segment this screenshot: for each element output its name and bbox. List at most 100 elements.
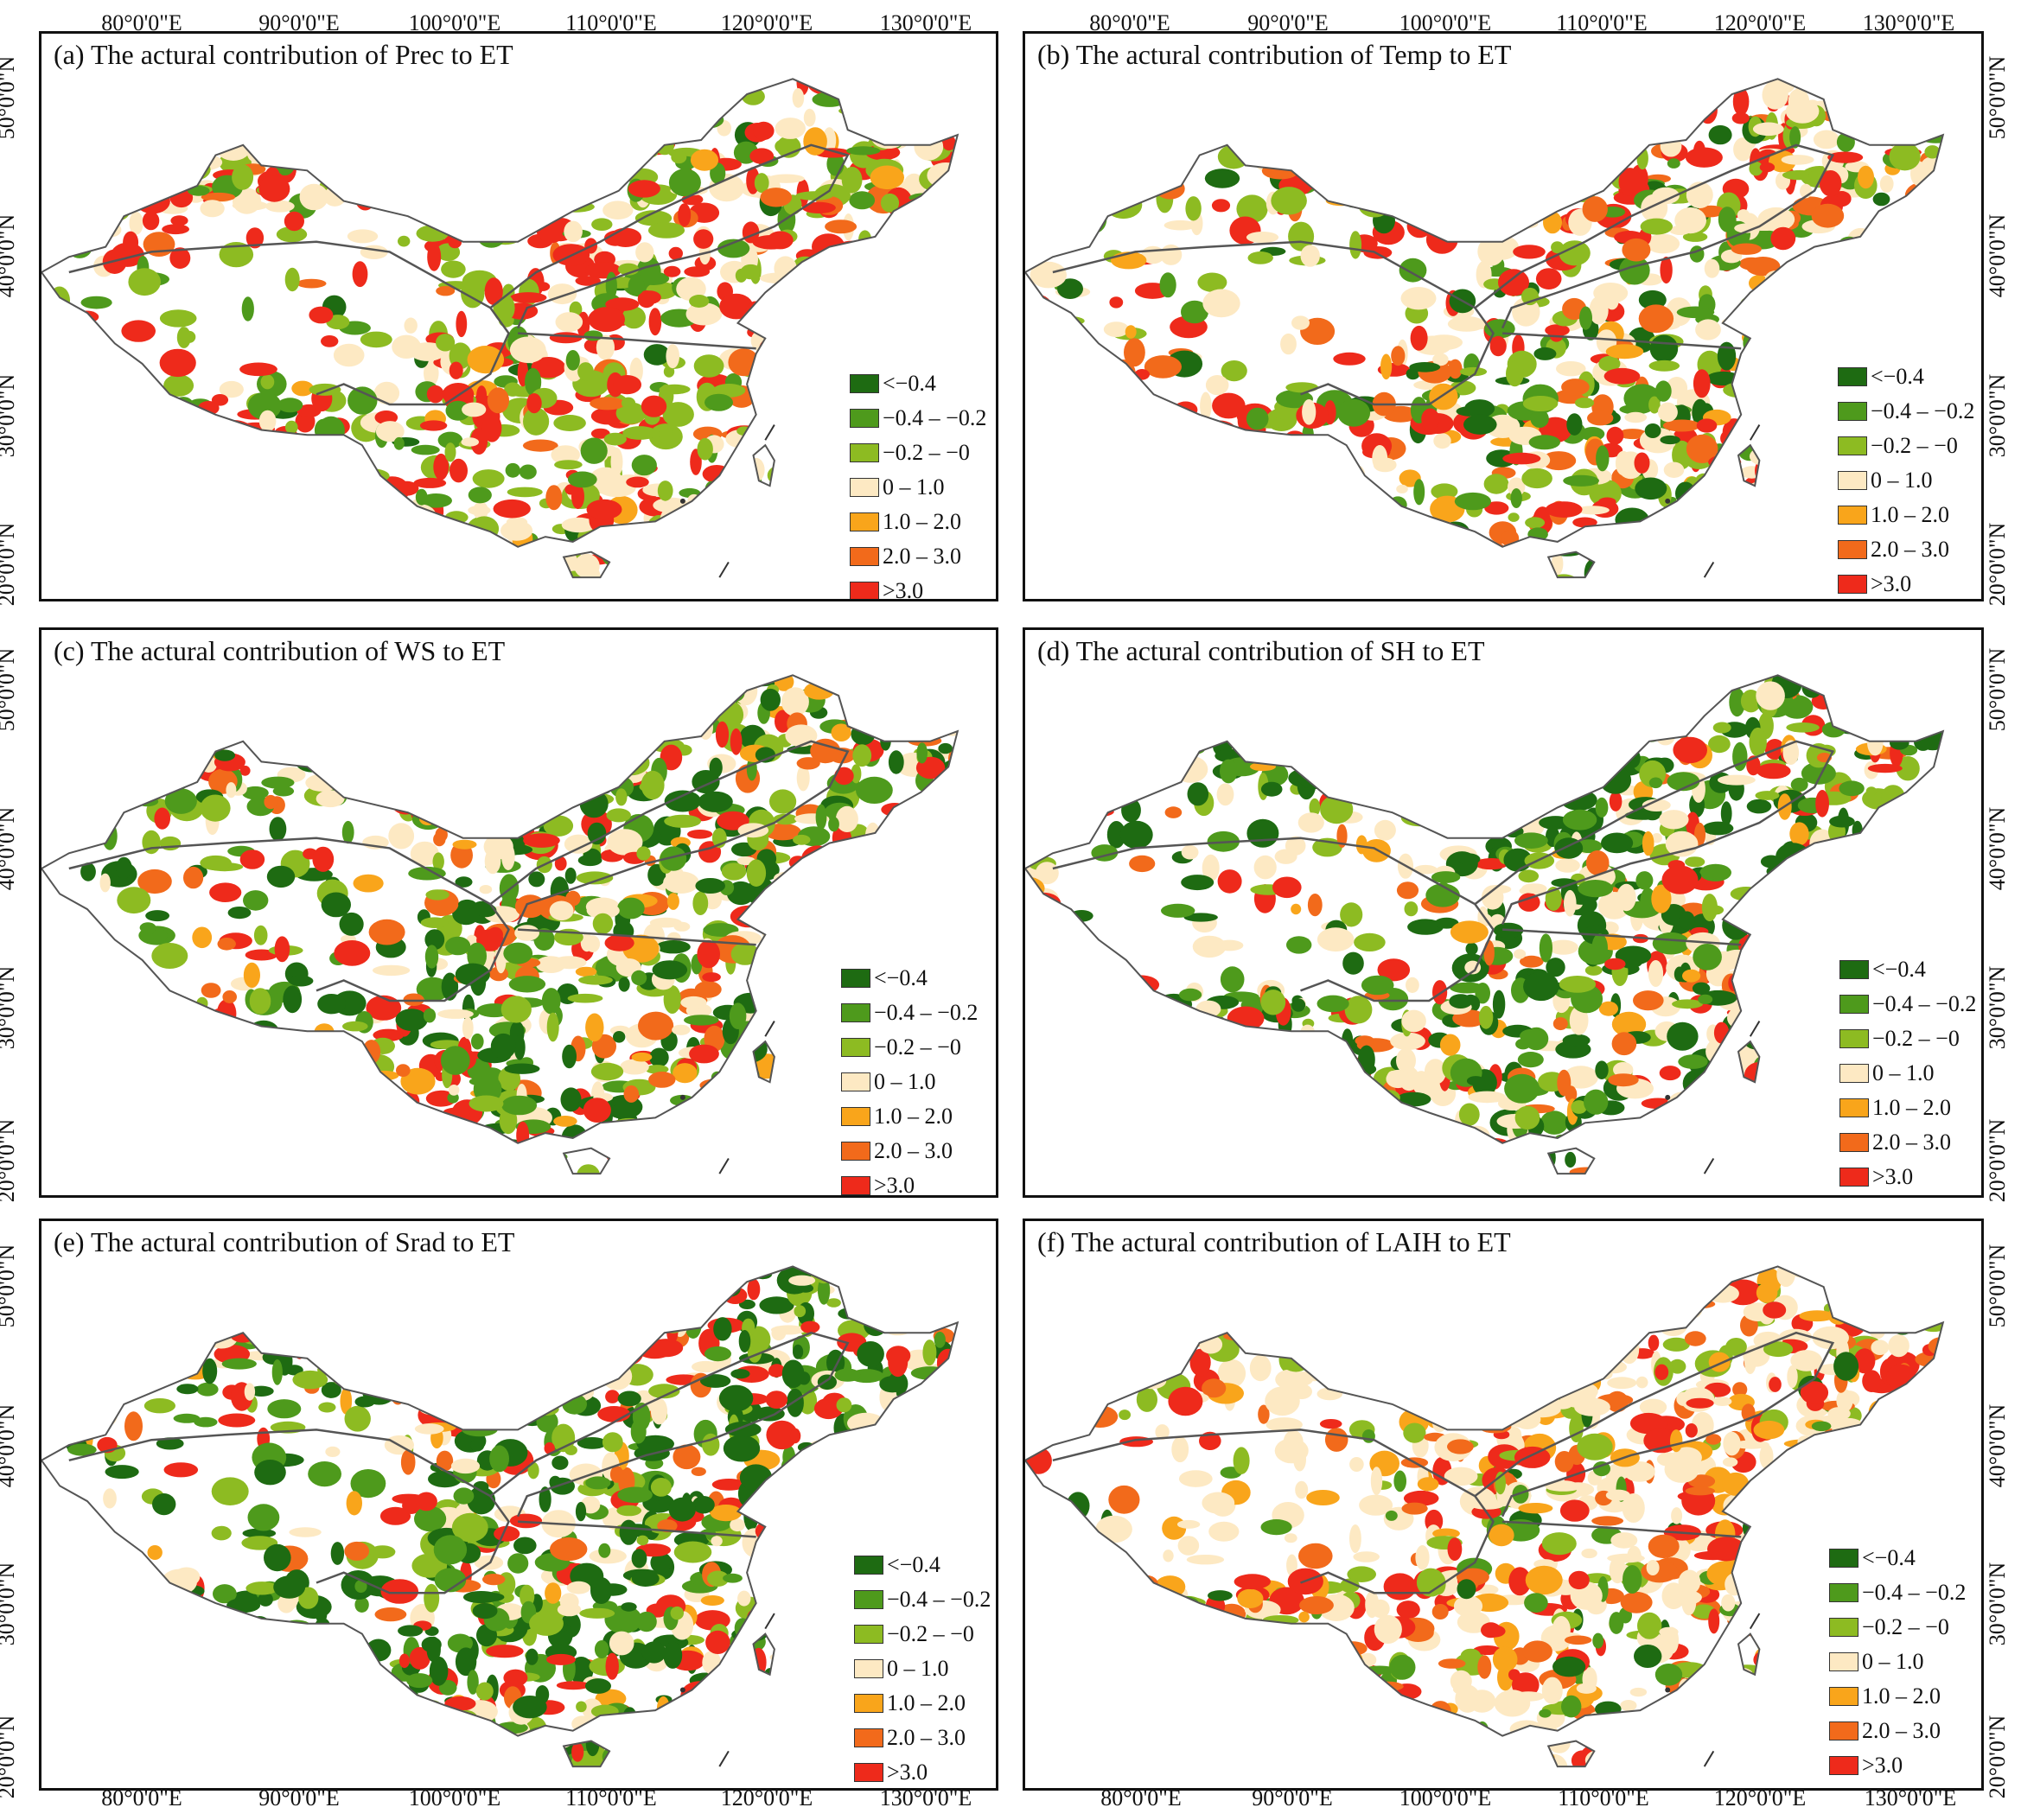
raster-cell	[1807, 1000, 1836, 1015]
raster-cell	[64, 413, 95, 442]
raster-cell	[1355, 721, 1372, 740]
raster-cell	[1237, 477, 1258, 498]
raster-cell	[126, 111, 143, 137]
raster-cell	[80, 535, 95, 554]
raster-cell	[1769, 1068, 1801, 1085]
raster-cell	[1073, 1081, 1085, 1100]
raster-cell	[522, 91, 551, 114]
raster-cell	[1258, 732, 1272, 742]
raster-cell	[1510, 488, 1522, 508]
raster-cell	[1724, 1040, 1737, 1058]
raster-cell	[179, 701, 195, 715]
raster-cell	[1197, 272, 1227, 292]
raster-cell	[1060, 462, 1095, 484]
raster-cell	[181, 1155, 212, 1174]
raster-cell	[95, 79, 117, 103]
raster-cell	[1089, 538, 1116, 553]
raster-cell	[852, 744, 872, 767]
raster-cell	[374, 410, 398, 425]
raster-cell	[272, 91, 296, 107]
raster-cell	[1813, 130, 1839, 150]
raster-cell	[112, 417, 123, 432]
raster-cell	[471, 711, 496, 727]
raster-cell	[1093, 96, 1125, 125]
raster-cell	[41, 755, 59, 766]
raster-cell	[1501, 133, 1524, 147]
raster-cell	[366, 167, 396, 179]
raster-cell	[898, 924, 916, 937]
raster-cell	[672, 1024, 691, 1035]
raster-cell	[733, 82, 748, 93]
raster-cell	[1424, 568, 1460, 578]
raster-cell	[66, 133, 86, 162]
raster-cell	[1534, 124, 1546, 147]
raster-cell	[1408, 97, 1437, 106]
raster-cell	[690, 543, 714, 557]
raster-cell	[806, 1072, 828, 1099]
raster-cell	[583, 124, 608, 146]
raster-cell	[201, 983, 221, 998]
raster-cell	[73, 773, 101, 783]
raster-cell	[1667, 1091, 1701, 1121]
boundary-dash	[718, 561, 730, 578]
raster-cell	[1144, 484, 1167, 514]
raster-cell	[519, 79, 552, 89]
raster-cell	[1622, 710, 1654, 731]
raster-cell	[407, 749, 442, 761]
raster-cell	[159, 1075, 175, 1093]
raster-cell	[753, 121, 775, 140]
legend-swatch	[841, 1176, 870, 1195]
raster-cell	[1227, 1170, 1244, 1174]
raster-cell	[142, 211, 160, 231]
raster-cell	[1801, 504, 1835, 516]
raster-cell	[898, 715, 914, 729]
raster-cell	[1310, 103, 1347, 128]
raster-cell	[1521, 883, 1547, 894]
raster-cell	[1128, 690, 1161, 716]
raster-cell	[216, 502, 233, 523]
lat-tick-20-e: 20°0'0"N	[0, 1715, 20, 1799]
raster-cell	[257, 1087, 270, 1103]
raster-cell	[56, 1174, 81, 1184]
raster-cell	[502, 106, 524, 119]
raster-cell	[1361, 763, 1376, 790]
raster-cell	[1374, 1134, 1387, 1148]
raster-cell	[1202, 854, 1220, 881]
raster-cell	[1051, 321, 1082, 334]
raster-cell	[1386, 114, 1409, 138]
raster-cell	[98, 678, 126, 702]
raster-cell	[1712, 722, 1731, 734]
raster-cell	[383, 1091, 403, 1114]
raster-cell	[271, 1070, 301, 1083]
raster-cell	[564, 220, 583, 243]
raster-cell	[206, 571, 220, 578]
raster-cell	[491, 79, 514, 95]
raster-cell	[1920, 289, 1943, 305]
raster-cell	[68, 1080, 97, 1101]
raster-cell	[1839, 286, 1865, 308]
legend-item: −0.2 – −0	[841, 1030, 978, 1065]
raster-cell	[1784, 969, 1819, 999]
raster-cell	[309, 725, 334, 738]
raster-cell	[169, 542, 182, 563]
raster-cell	[1748, 944, 1779, 964]
raster-cell	[1787, 372, 1809, 386]
raster-cell	[1354, 932, 1386, 951]
raster-cell	[182, 1170, 203, 1174]
raster-cell	[1814, 1134, 1839, 1149]
raster-cell	[176, 502, 201, 517]
raster-cell	[583, 330, 603, 341]
raster-cell	[164, 693, 196, 715]
raster-cell	[1179, 1011, 1195, 1021]
raster-cell	[412, 81, 426, 92]
raster-cell	[1104, 499, 1120, 520]
raster-cell	[1030, 261, 1067, 289]
raster-cell	[196, 720, 226, 747]
raster-cell	[1077, 441, 1111, 455]
raster-cell	[1068, 977, 1080, 1005]
raster-cell	[1052, 110, 1069, 123]
raster-cell	[80, 296, 112, 309]
raster-cell	[1285, 836, 1306, 856]
raster-cell	[711, 528, 741, 552]
raster-cell	[1907, 317, 1935, 331]
